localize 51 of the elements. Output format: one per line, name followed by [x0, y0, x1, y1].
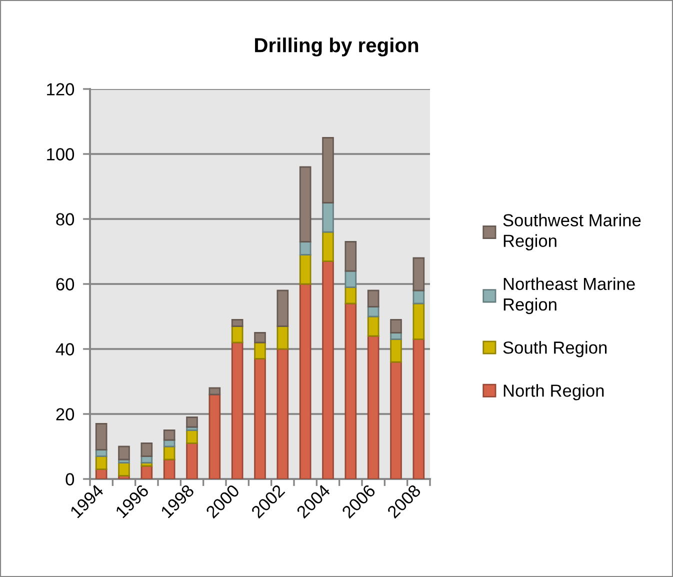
y-tick-label: 120	[47, 83, 74, 96]
bar	[140, 442, 153, 457]
legend-label: Northeast Marine Region	[504, 277, 635, 314]
bar	[163, 430, 176, 441]
bar	[390, 338, 402, 363]
y-tick-label: 40	[56, 343, 74, 356]
bar	[412, 302, 425, 340]
bar	[344, 241, 357, 272]
y-tick-label: 100	[47, 148, 74, 160]
bar	[367, 316, 380, 337]
y-tick-label: 60	[56, 278, 74, 290]
chart-title: Drilling by region	[255, 38, 418, 56]
bar	[186, 442, 198, 479]
bar	[276, 348, 289, 479]
bar	[344, 270, 357, 288]
bar	[367, 335, 380, 479]
bar	[412, 338, 425, 479]
bar	[367, 290, 380, 308]
bar	[231, 319, 244, 327]
bar	[231, 342, 244, 479]
bar	[322, 202, 334, 233]
bar	[322, 260, 334, 479]
y-tick-label: 0	[66, 473, 74, 486]
bar	[118, 462, 130, 476]
bar	[118, 446, 130, 460]
legend-label: North Region	[504, 384, 604, 400]
bar	[390, 319, 402, 334]
bar	[254, 332, 266, 344]
bar	[276, 326, 289, 350]
bar	[276, 290, 289, 327]
bar	[412, 257, 425, 292]
bar	[186, 430, 198, 444]
bar	[299, 283, 312, 479]
bar	[344, 302, 357, 479]
bar	[322, 231, 334, 262]
bar	[208, 394, 221, 479]
bar	[208, 387, 221, 396]
y-tick-label: 80	[56, 213, 74, 226]
bar	[95, 423, 108, 450]
y-tick-label: 20	[56, 408, 74, 420]
legend-label: South Region	[503, 341, 607, 358]
bar	[299, 166, 312, 242]
legend-label: Southwest Marine Region	[503, 214, 641, 250]
bar	[163, 458, 176, 479]
bar	[322, 137, 334, 204]
bar	[186, 416, 198, 428]
bar	[299, 254, 312, 285]
bar	[390, 361, 402, 479]
bar	[254, 358, 266, 479]
bar	[140, 465, 153, 479]
bar	[254, 342, 266, 360]
